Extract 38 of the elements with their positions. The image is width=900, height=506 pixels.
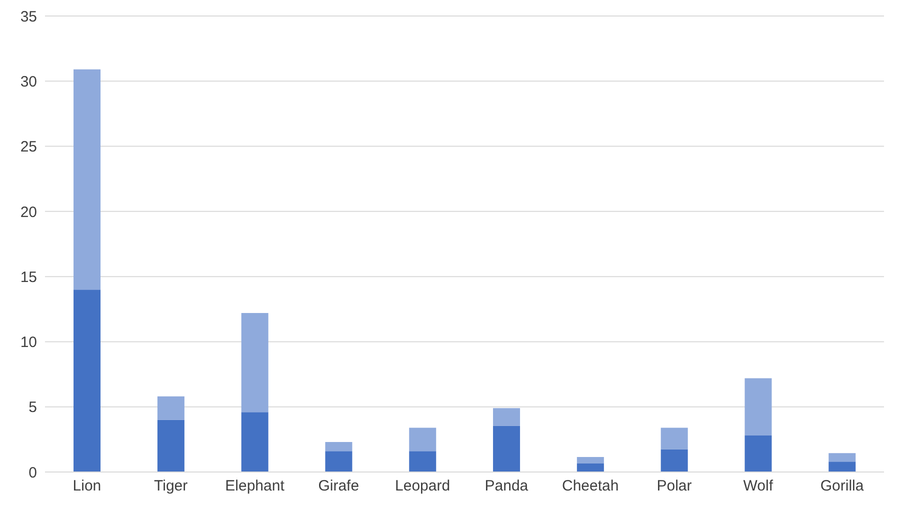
bar	[409, 451, 436, 472]
bar	[74, 69, 101, 290]
x-tick-label: Panda	[484, 478, 529, 495]
x-tick-label: Cheetah	[562, 478, 619, 495]
bar	[576, 464, 604, 472]
x-tick-label: Elephant	[225, 478, 286, 495]
y-tick-label: 20	[20, 204, 37, 221]
bar	[325, 442, 352, 452]
bar	[241, 313, 268, 412]
bar	[74, 290, 101, 472]
y-tick-label: 5	[28, 399, 37, 416]
y-tick-label: 25	[20, 138, 37, 156]
bar	[828, 453, 856, 462]
y-tick-label: 30	[20, 73, 37, 90]
y-tick-label: 35	[20, 8, 37, 26]
bar	[493, 426, 520, 472]
bar	[744, 436, 772, 472]
x-tick-label: Gorilla	[820, 478, 864, 495]
bar	[660, 428, 688, 450]
x-tick-label: Wolf	[743, 478, 774, 495]
y-tick-label: 15	[20, 268, 37, 286]
y-tick-label: 10	[20, 334, 37, 352]
y-tick-label: 0	[28, 464, 37, 482]
bar	[157, 420, 184, 472]
x-tick-label: Leopard	[395, 478, 450, 495]
bar	[828, 462, 856, 472]
x-tick-label: Tiger	[154, 478, 188, 495]
bar	[493, 408, 520, 426]
bar	[660, 449, 688, 472]
bar	[157, 396, 184, 420]
x-tick-label: Lion	[72, 478, 102, 495]
bar	[744, 378, 772, 436]
x-tick-label: Polar	[656, 478, 692, 495]
bar	[325, 451, 352, 472]
bar	[576, 457, 604, 464]
x-tick-label: Girafe	[318, 478, 360, 495]
bar	[409, 428, 436, 452]
bar	[241, 412, 268, 472]
